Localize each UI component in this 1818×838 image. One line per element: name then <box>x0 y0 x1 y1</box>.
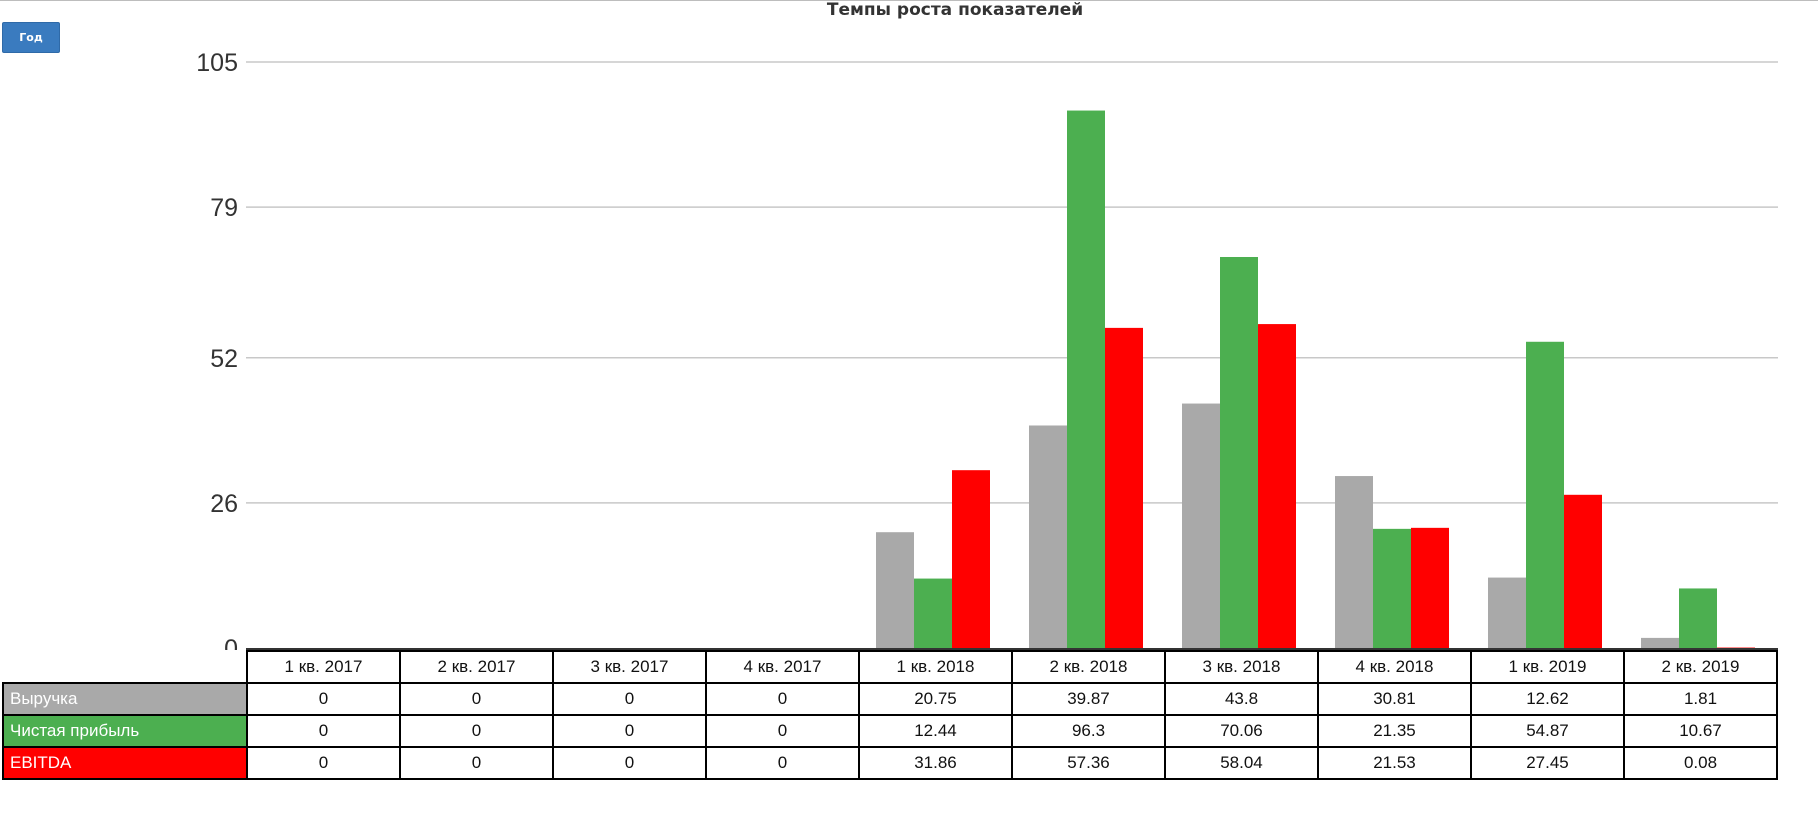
category-label: 2 кв. 2018 <box>1011 650 1166 684</box>
value-cell: 0 <box>705 682 860 716</box>
value-cell: 21.53 <box>1317 746 1472 780</box>
category-label: 1 кв. 2019 <box>1470 650 1625 684</box>
bar <box>1526 341 1564 648</box>
bar <box>876 532 914 648</box>
value-cell: 39.87 <box>1011 682 1166 716</box>
bar <box>1258 324 1296 648</box>
value-cell: 1.81 <box>1623 682 1778 716</box>
category-label: 2 кв. 2017 <box>399 650 554 684</box>
bar <box>1182 403 1220 648</box>
bar <box>1335 476 1373 648</box>
value-cell: 0.08 <box>1623 746 1778 780</box>
bar <box>914 578 952 648</box>
chart-title: Темпы роста показателей <box>826 0 1084 20</box>
bar <box>1564 494 1602 648</box>
series-label: EBITDA <box>2 746 248 780</box>
value-cell: 0 <box>399 714 554 748</box>
bar <box>1411 527 1449 648</box>
value-cell: 0 <box>399 746 554 780</box>
category-label: 1 кв. 2018 <box>858 650 1013 684</box>
value-cell: 54.87 <box>1470 714 1625 748</box>
category-label: 2 кв. 2019 <box>1623 650 1778 684</box>
bar-chart: 0 26 52 79 105 <box>196 49 1778 650</box>
table-corner <box>3 651 247 684</box>
value-cell: 57.36 <box>1011 746 1166 780</box>
bar <box>1067 110 1105 649</box>
year-button[interactable]: Год <box>2 22 60 53</box>
top-border <box>0 0 1818 1</box>
value-cell: 70.06 <box>1164 714 1319 748</box>
value-cell: 31.86 <box>858 746 1013 780</box>
value-cell: 0 <box>246 682 401 716</box>
value-cell: 0 <box>399 682 554 716</box>
category-label: 4 кв. 2018 <box>1317 650 1472 684</box>
value-cell: 0 <box>246 714 401 748</box>
bar <box>1488 577 1526 648</box>
value-cell: 0 <box>705 746 860 780</box>
value-cell: 0 <box>552 714 707 748</box>
value-cell: 12.44 <box>858 714 1013 748</box>
bar <box>1641 637 1679 648</box>
y-tick-label: 105 <box>196 49 238 77</box>
table-row: Выручка 0 0 0 0 20.75 39.87 43.8 30.81 12.62 1.81 <box>2 682 1778 716</box>
value-cell: 0 <box>552 746 707 780</box>
category-label: 1 кв. 2017 <box>246 650 401 684</box>
category-label: 4 кв. 2017 <box>705 650 860 684</box>
category-label: 3 кв. 2017 <box>552 650 707 684</box>
y-tick-label: 79 <box>210 194 238 222</box>
value-cell: 96.3 <box>1011 714 1166 748</box>
bar <box>1679 588 1717 648</box>
bar <box>952 470 990 648</box>
value-cell: 0 <box>246 746 401 780</box>
y-tick-label: 26 <box>210 490 238 518</box>
value-cell: 20.75 <box>858 682 1013 716</box>
y-tick-label: 52 <box>210 345 238 373</box>
table-row: EBITDA 0 0 0 0 31.86 57.36 58.04 21.53 27.45 0.08 <box>2 746 1778 780</box>
series-label: Чистая прибыль <box>2 714 248 748</box>
data-table: 1 кв. 2017 2 кв. 2017 3 кв. 2017 4 кв. 2017… <box>2 650 1778 780</box>
value-cell: 58.04 <box>1164 746 1319 780</box>
bar <box>1029 425 1067 648</box>
table-header-row: 1 кв. 2017 2 кв. 2017 3 кв. 2017 4 кв. 2017… <box>3 650 1778 684</box>
bar <box>1105 327 1143 648</box>
table-row: Чистая прибыль 0 0 0 0 12.44 96.3 70.06 21.35 54.… <box>2 714 1778 748</box>
y-tick-label: 0 <box>224 635 238 650</box>
value-cell: 0 <box>552 682 707 716</box>
series-label: Выручка <box>2 682 248 716</box>
category-label: 3 кв. 2018 <box>1164 650 1319 684</box>
value-cell: 30.81 <box>1317 682 1472 716</box>
bar <box>1373 528 1411 648</box>
value-cell: 43.8 <box>1164 682 1319 716</box>
value-cell: 27.45 <box>1470 746 1625 780</box>
value-cell: 12.62 <box>1470 682 1625 716</box>
value-cell: 0 <box>705 714 860 748</box>
bar <box>1220 256 1258 648</box>
value-cell: 21.35 <box>1317 714 1472 748</box>
value-cell: 10.67 <box>1623 714 1778 748</box>
